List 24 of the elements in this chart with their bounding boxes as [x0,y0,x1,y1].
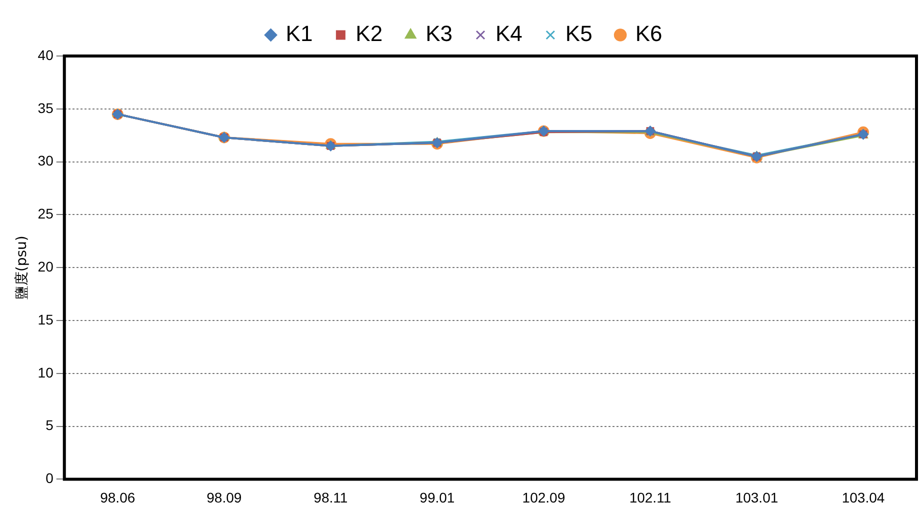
x-tick-label: 102.11 [629,489,672,506]
legend-label: K2 [356,21,383,46]
legend-label: K6 [635,21,662,46]
x-tick-label: 102.09 [522,489,566,506]
y-tick-label: 10 [38,364,54,380]
legend-label: K1 [286,21,313,46]
x-tick-label: 98.09 [206,489,242,506]
y-axis-title: 鹽度(psu) [14,236,30,300]
legend-label: K5 [565,21,592,46]
x-tick-label: 98.06 [100,489,136,506]
y-tick-label: 40 [38,46,54,63]
legend-label: K3 [426,21,453,46]
y-tick-label: 15 [38,311,54,328]
x-tick-label: 103.01 [735,489,778,506]
y-tick-label: 0 [46,470,54,486]
y-tick-label: 30 [38,152,54,169]
y-tick-label: 5 [46,417,54,434]
y-tick-label: 35 [38,100,54,116]
x-tick-label: 98.11 [314,489,348,506]
x-tick-label: 99.01 [420,489,455,506]
x-tick-label: 103.04 [842,489,885,506]
legend-label: K4 [496,21,522,46]
y-tick-label: 25 [38,206,54,222]
y-tick-label: 20 [38,258,54,274]
